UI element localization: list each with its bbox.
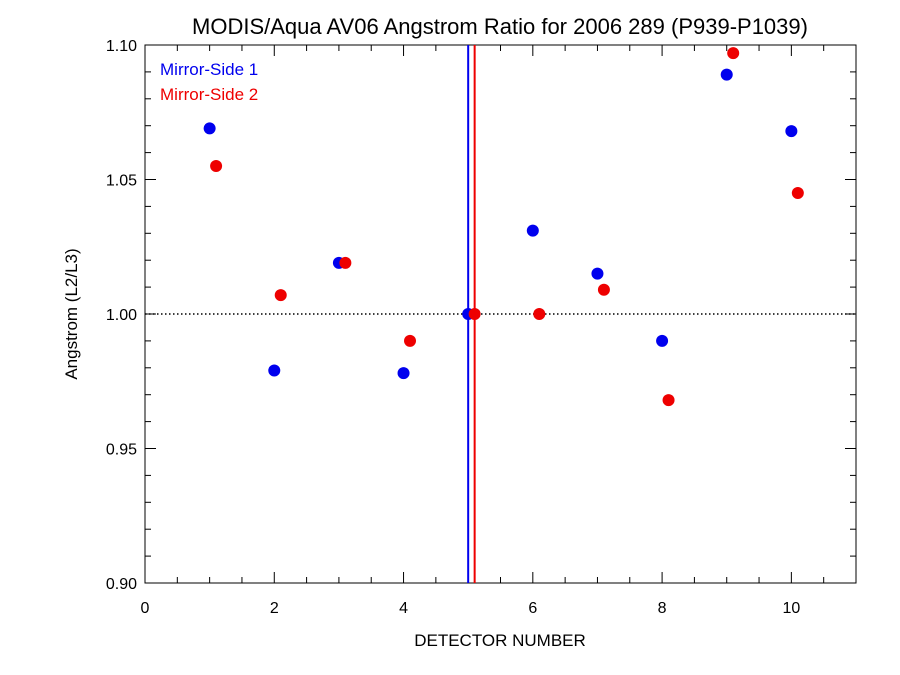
y-tick-label: 0.95 bbox=[106, 442, 137, 459]
data-point-mirror-side-2 bbox=[533, 308, 546, 320]
x-tick-label: 8 bbox=[658, 600, 667, 617]
y-axis-label: Angstrom (L2/L3) bbox=[62, 248, 81, 379]
x-tick-label: 6 bbox=[528, 600, 537, 617]
x-tick-label: 10 bbox=[782, 600, 800, 617]
data-point-mirror-side-1 bbox=[526, 224, 539, 237]
y-tick-label: 1.05 bbox=[106, 173, 137, 190]
data-point-mirror-side-1 bbox=[268, 364, 281, 377]
data-point-mirror-side-1 bbox=[720, 68, 733, 81]
y-tick-label: 0.90 bbox=[106, 576, 137, 593]
y-tick-label: 1.00 bbox=[106, 307, 137, 324]
data-point-mirror-side-2 bbox=[404, 334, 417, 347]
legend-entry-mirror-side-2: Mirror-Side 2 bbox=[160, 85, 258, 104]
data-point-mirror-side-2 bbox=[468, 308, 481, 320]
data-point-mirror-side-2 bbox=[210, 160, 223, 173]
data-point-mirror-side-2 bbox=[662, 394, 675, 407]
data-point-mirror-side-1 bbox=[785, 125, 798, 138]
data-point-mirror-side-1 bbox=[203, 122, 216, 135]
data-point-mirror-side-1 bbox=[656, 334, 669, 347]
data-point-mirror-side-2 bbox=[597, 283, 610, 296]
chart-title: MODIS/Aqua AV06 Angstrom Ratio for 2006 … bbox=[192, 14, 808, 39]
data-point-mirror-side-1 bbox=[591, 267, 604, 280]
y-tick-label: 1.10 bbox=[106, 38, 137, 55]
legend-entry-mirror-side-1: Mirror-Side 1 bbox=[160, 60, 258, 79]
x-tick-label: 4 bbox=[399, 600, 408, 617]
data-point-mirror-side-2 bbox=[274, 289, 287, 302]
data-point-mirror-side-1 bbox=[397, 367, 410, 380]
data-point-mirror-side-2 bbox=[727, 47, 740, 60]
data-point-mirror-side-2 bbox=[791, 186, 804, 199]
plot-area: 0 2 4 6 8 10 0.90 0.95 1.00 1.05 1.10 bbox=[106, 38, 857, 617]
x-tick-label: 2 bbox=[270, 600, 279, 617]
x-tick-label: 0 bbox=[141, 600, 150, 617]
x-axis-label: DETECTOR NUMBER bbox=[414, 631, 586, 650]
data-point-mirror-side-2 bbox=[339, 256, 352, 269]
